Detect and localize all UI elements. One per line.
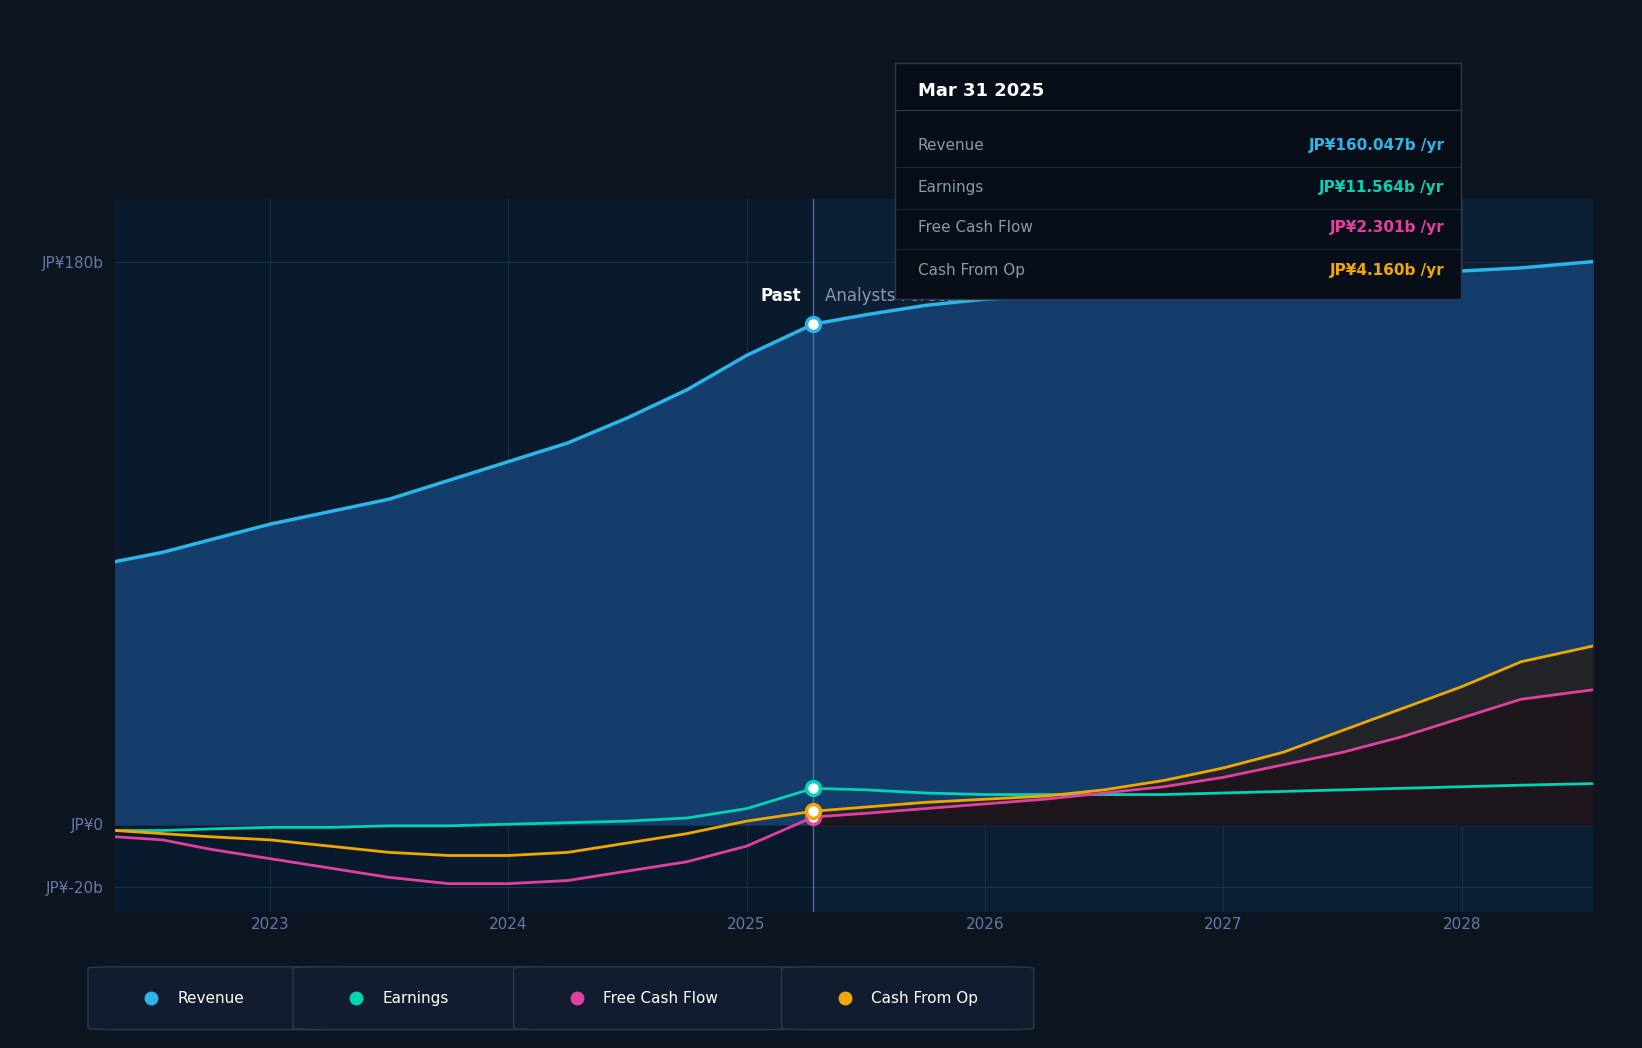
FancyBboxPatch shape — [782, 966, 1034, 1029]
Bar — [115, 199, 813, 912]
Text: Revenue: Revenue — [918, 138, 984, 153]
Text: Mar 31 2025: Mar 31 2025 — [918, 82, 1044, 100]
Text: Earnings: Earnings — [918, 180, 984, 195]
Text: Revenue: Revenue — [177, 990, 245, 1006]
FancyBboxPatch shape — [89, 966, 340, 1029]
Text: Free Cash Flow: Free Cash Flow — [918, 220, 1033, 236]
Text: Cash From Op: Cash From Op — [872, 990, 979, 1006]
Text: Earnings: Earnings — [383, 990, 450, 1006]
Text: JP¥2.301b /yr: JP¥2.301b /yr — [1330, 220, 1445, 236]
FancyBboxPatch shape — [514, 966, 798, 1029]
Text: Analysts Forecasts: Analysts Forecasts — [826, 287, 980, 305]
FancyBboxPatch shape — [292, 966, 545, 1029]
Text: JP¥160.047b /yr: JP¥160.047b /yr — [1309, 138, 1445, 153]
Text: Free Cash Flow: Free Cash Flow — [604, 990, 718, 1006]
Text: JP¥4.160b /yr: JP¥4.160b /yr — [1330, 263, 1445, 278]
Text: Past: Past — [760, 287, 801, 305]
Text: Cash From Op: Cash From Op — [918, 263, 1025, 278]
Text: JP¥11.564b /yr: JP¥11.564b /yr — [1319, 180, 1445, 195]
